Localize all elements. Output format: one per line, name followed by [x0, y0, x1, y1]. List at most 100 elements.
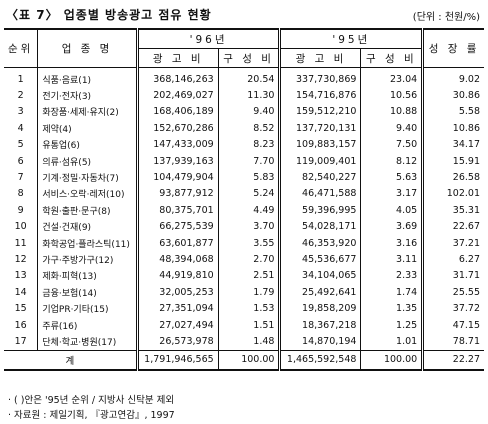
- cell: 단체·학교·병원(17): [37, 333, 138, 351]
- cell: 10.88: [360, 103, 423, 121]
- cell: 26,573,978: [135, 333, 219, 351]
- cell: 34.17: [421, 136, 484, 153]
- cell: 16: [14, 319, 27, 331]
- cell: 5.24: [217, 185, 280, 203]
- cell: 7.70: [217, 152, 280, 170]
- table-body: 1 식품·음료(1) 368,146,263 20.54 337,730,869 23.0…: [4, 67, 484, 371]
- total-row: 계 1,791,946,565 100.00 1,465,592,548 100.00 2…: [4, 349, 484, 371]
- cell: 30.86: [421, 87, 484, 104]
- cell: 46,353,920: [278, 234, 361, 252]
- cell: 3: [17, 106, 24, 118]
- cell: 6.27: [421, 251, 484, 268]
- cell: 27,351,094: [135, 300, 219, 317]
- cell: 1.01: [360, 333, 423, 351]
- cell: 3.55: [217, 234, 280, 252]
- cell: 37.72: [421, 300, 484, 317]
- cell: 27,027,494: [135, 316, 219, 334]
- cell: 7.50: [360, 136, 423, 153]
- col-header: 광 고 비: [135, 48, 219, 68]
- cell: 159,512,210: [278, 103, 361, 121]
- cell: 1.48: [217, 333, 280, 351]
- row: 11 화학공업·플라스틱(11) 63,601,877 3.55 46,353,920 3…: [4, 234, 484, 252]
- cell: 9.40: [360, 120, 423, 137]
- note: · ( )안은 '95년 순위 / 지방사 신탁분 제외: [8, 395, 175, 406]
- col-header: '96년: [135, 28, 280, 49]
- cell: 3.69: [360, 218, 423, 235]
- cell: 7: [17, 172, 24, 184]
- cell: 168,406,189: [135, 103, 219, 121]
- cell: 15: [14, 303, 27, 315]
- row: 7 기계·정밀·자동차(7) 104,479,904 5.83 82,540,227 5.…: [4, 169, 484, 186]
- cell: 의류·섬유(5): [37, 152, 138, 170]
- row: 9 학원·출판·문구(8) 80,375,701 4.49 59,396,995 4.05…: [4, 202, 484, 219]
- cell: 화학공업·플라스틱(11): [37, 234, 138, 252]
- cell: 1.51: [217, 316, 280, 334]
- row: 4 제약(4) 152,670,286 8.52 137,720,131 9.40 10.8…: [4, 120, 484, 137]
- row: 8 서비스·오락·레저(10) 93,877,912 5.24 46,471,588 3.…: [4, 185, 484, 203]
- cell: 20.54: [217, 67, 280, 88]
- cell: 137,720,131: [278, 120, 361, 137]
- cell: 93,877,912: [135, 185, 219, 203]
- cell: 109,883,157: [278, 136, 361, 153]
- cell: 8: [17, 188, 24, 200]
- cell: 46,471,588: [278, 185, 361, 203]
- cell: 18,367,218: [278, 316, 361, 334]
- cell: 80,375,701: [135, 202, 219, 219]
- cell: 1.35: [360, 300, 423, 317]
- cell: 11.30: [217, 87, 280, 104]
- cell: 9: [17, 204, 24, 216]
- cell: 6: [17, 155, 24, 167]
- cell: 화장품·세제·유지(2): [37, 103, 138, 121]
- cell: 26.58: [421, 169, 484, 186]
- cell: 12: [14, 253, 27, 265]
- col-header: 순위: [4, 28, 38, 68]
- cell: 학원·출판·문구(8): [37, 202, 138, 219]
- cell: 32,005,253: [135, 284, 219, 301]
- table: 순위 업 종 명 '96년 '95년 성 장 률 광 고 비 구 성 비 광 고…: [4, 28, 484, 371]
- cell: 5.63: [360, 169, 423, 186]
- cell: 서비스·오락·레저(10): [37, 185, 138, 203]
- cell: 8.23: [217, 136, 280, 153]
- cell: 17: [14, 335, 27, 347]
- cell: 25.55: [421, 284, 484, 301]
- cell: 100.00: [360, 349, 423, 371]
- cell: 48,394,068: [135, 251, 219, 268]
- cell: 66,275,539: [135, 218, 219, 235]
- cell: 15.91: [421, 152, 484, 170]
- cell: 1,791,946,565: [135, 349, 219, 371]
- cell: 2.51: [217, 267, 280, 285]
- cell: 3.11: [360, 251, 423, 268]
- cell: 계: [4, 349, 138, 371]
- cell: 34,104,065: [278, 267, 361, 285]
- cell: 1.74: [360, 284, 423, 301]
- col-header: '95년: [278, 28, 423, 49]
- cell: 59,396,995: [278, 202, 361, 219]
- cell: 2.70: [217, 251, 280, 268]
- cell: 154,716,876: [278, 87, 361, 104]
- cell: 23.04: [360, 67, 423, 88]
- cell: 44,919,810: [135, 267, 219, 285]
- cell: 5.58: [421, 103, 484, 121]
- cell: 유통업(6): [37, 136, 138, 153]
- cell: 금융·보험(14): [37, 284, 138, 301]
- col-header: 구 성 비: [217, 48, 280, 68]
- note: · 자료원 : 제일기획, 『광고연감』, 1997: [8, 410, 175, 421]
- cell: 전기·전자(3): [37, 87, 138, 104]
- row: 12 가구·주방가구(12) 48,394,068 2.70 45,536,677 3.1…: [4, 251, 484, 268]
- cell: 3.70: [217, 218, 280, 235]
- cell: 119,009,401: [278, 152, 361, 170]
- row: 5 유통업(6) 147,433,009 8.23 109,883,157 7.50 34.…: [4, 136, 484, 153]
- cell: 45,536,677: [278, 251, 361, 268]
- cell: 5: [17, 139, 24, 151]
- cell: 9.02: [421, 67, 484, 88]
- cell: 기업PR·기타(15): [37, 300, 138, 317]
- cell: 4: [17, 122, 24, 134]
- cell: 제화·피혁(13): [37, 267, 138, 285]
- cell: 10.86: [421, 120, 484, 137]
- cell: 368,146,263: [135, 67, 219, 88]
- cell: 주류(16): [37, 316, 138, 334]
- unit: (단위 : 천원/%): [412, 12, 480, 23]
- cell: 137,939,163: [135, 152, 219, 170]
- cell: 100.00: [217, 349, 280, 371]
